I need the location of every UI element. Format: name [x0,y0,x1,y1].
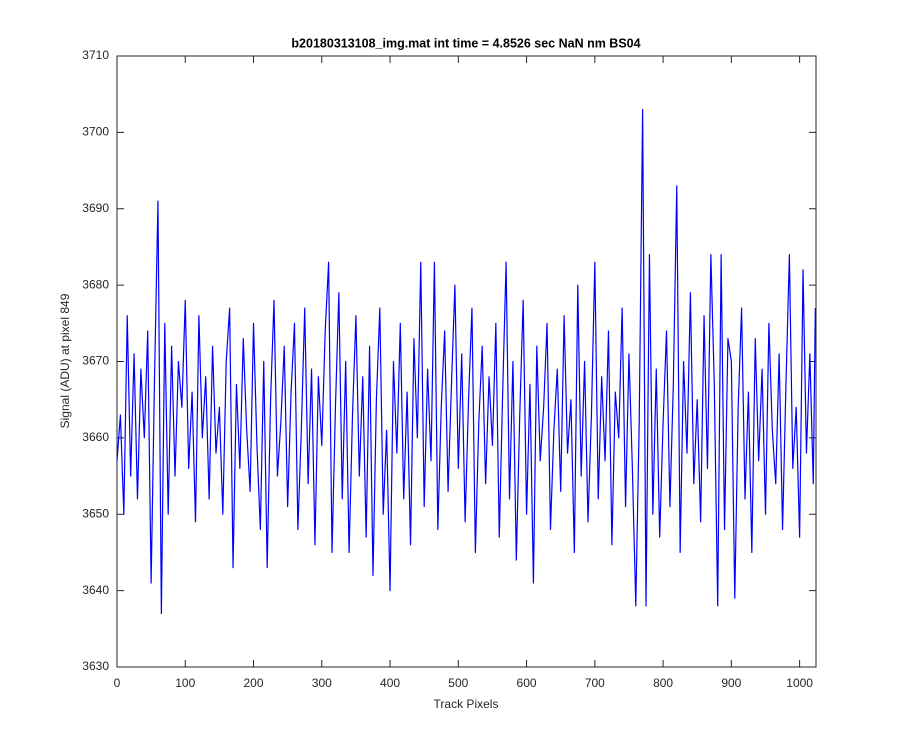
y-tick-label: 3670 [82,354,109,368]
x-tick-label: 500 [448,676,468,690]
y-tick-label: 3630 [82,659,109,673]
y-tick-label: 3700 [82,125,109,139]
data-line [116,108,816,615]
x-tick-label: 100 [175,676,195,690]
y-tick-label: 3710 [82,48,109,62]
x-tick-label: 700 [585,676,605,690]
x-tick-label: 900 [721,676,741,690]
x-tick-label: 300 [312,676,332,690]
x-tick-label: 1000 [786,676,813,690]
y-tick-label: 3660 [82,430,109,444]
x-tick-label: 0 [114,676,121,690]
y-tick-label: 3680 [82,277,109,291]
chart-title: b20180313108_img.mat int time = 4.8526 s… [291,36,640,50]
x-tick-label: 200 [244,676,264,690]
x-tick-label: 800 [653,676,673,690]
x-tick-label: 600 [517,676,537,690]
y-axis-label: Signal (ADU) at pixel 849 [58,293,72,428]
y-tick-label: 3650 [82,506,109,520]
x-axis-label: Track Pixels [434,697,499,711]
y-tick-label: 3640 [82,583,109,597]
y-tick-label: 3690 [82,201,109,215]
x-tick-label: 400 [380,676,400,690]
